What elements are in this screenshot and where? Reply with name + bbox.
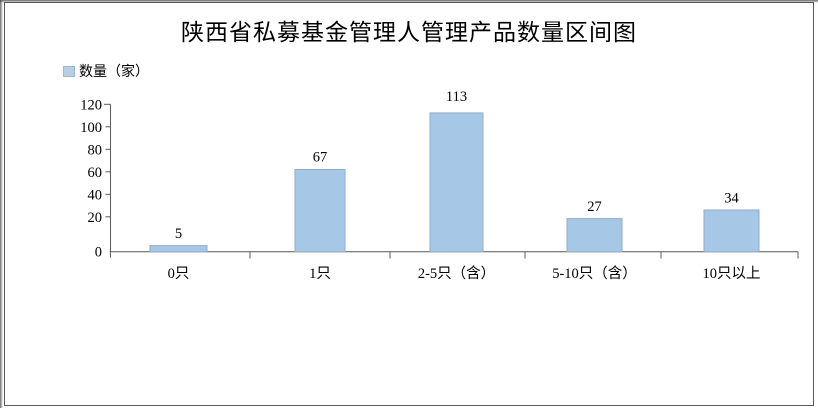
svg-text:67: 67 [313, 150, 328, 166]
svg-text:27: 27 [587, 199, 602, 215]
svg-text:10只以上: 10只以上 [703, 265, 761, 282]
svg-text:80: 80 [88, 143, 103, 159]
svg-text:2-5只（含）: 2-5只（含） [418, 265, 495, 282]
svg-text:34: 34 [724, 191, 739, 207]
svg-text:20: 20 [88, 210, 103, 226]
svg-text:1只: 1只 [309, 266, 331, 282]
svg-text:120: 120 [80, 98, 102, 114]
svg-text:40: 40 [88, 188, 103, 204]
svg-text:60: 60 [88, 165, 103, 181]
svg-text:0: 0 [95, 245, 102, 261]
svg-text:5-10只（含）: 5-10只（含） [552, 265, 637, 282]
svg-text:5: 5 [175, 226, 182, 242]
svg-text:113: 113 [446, 89, 467, 105]
svg-text:0只: 0只 [168, 266, 190, 282]
svg-text:100: 100 [80, 120, 102, 136]
